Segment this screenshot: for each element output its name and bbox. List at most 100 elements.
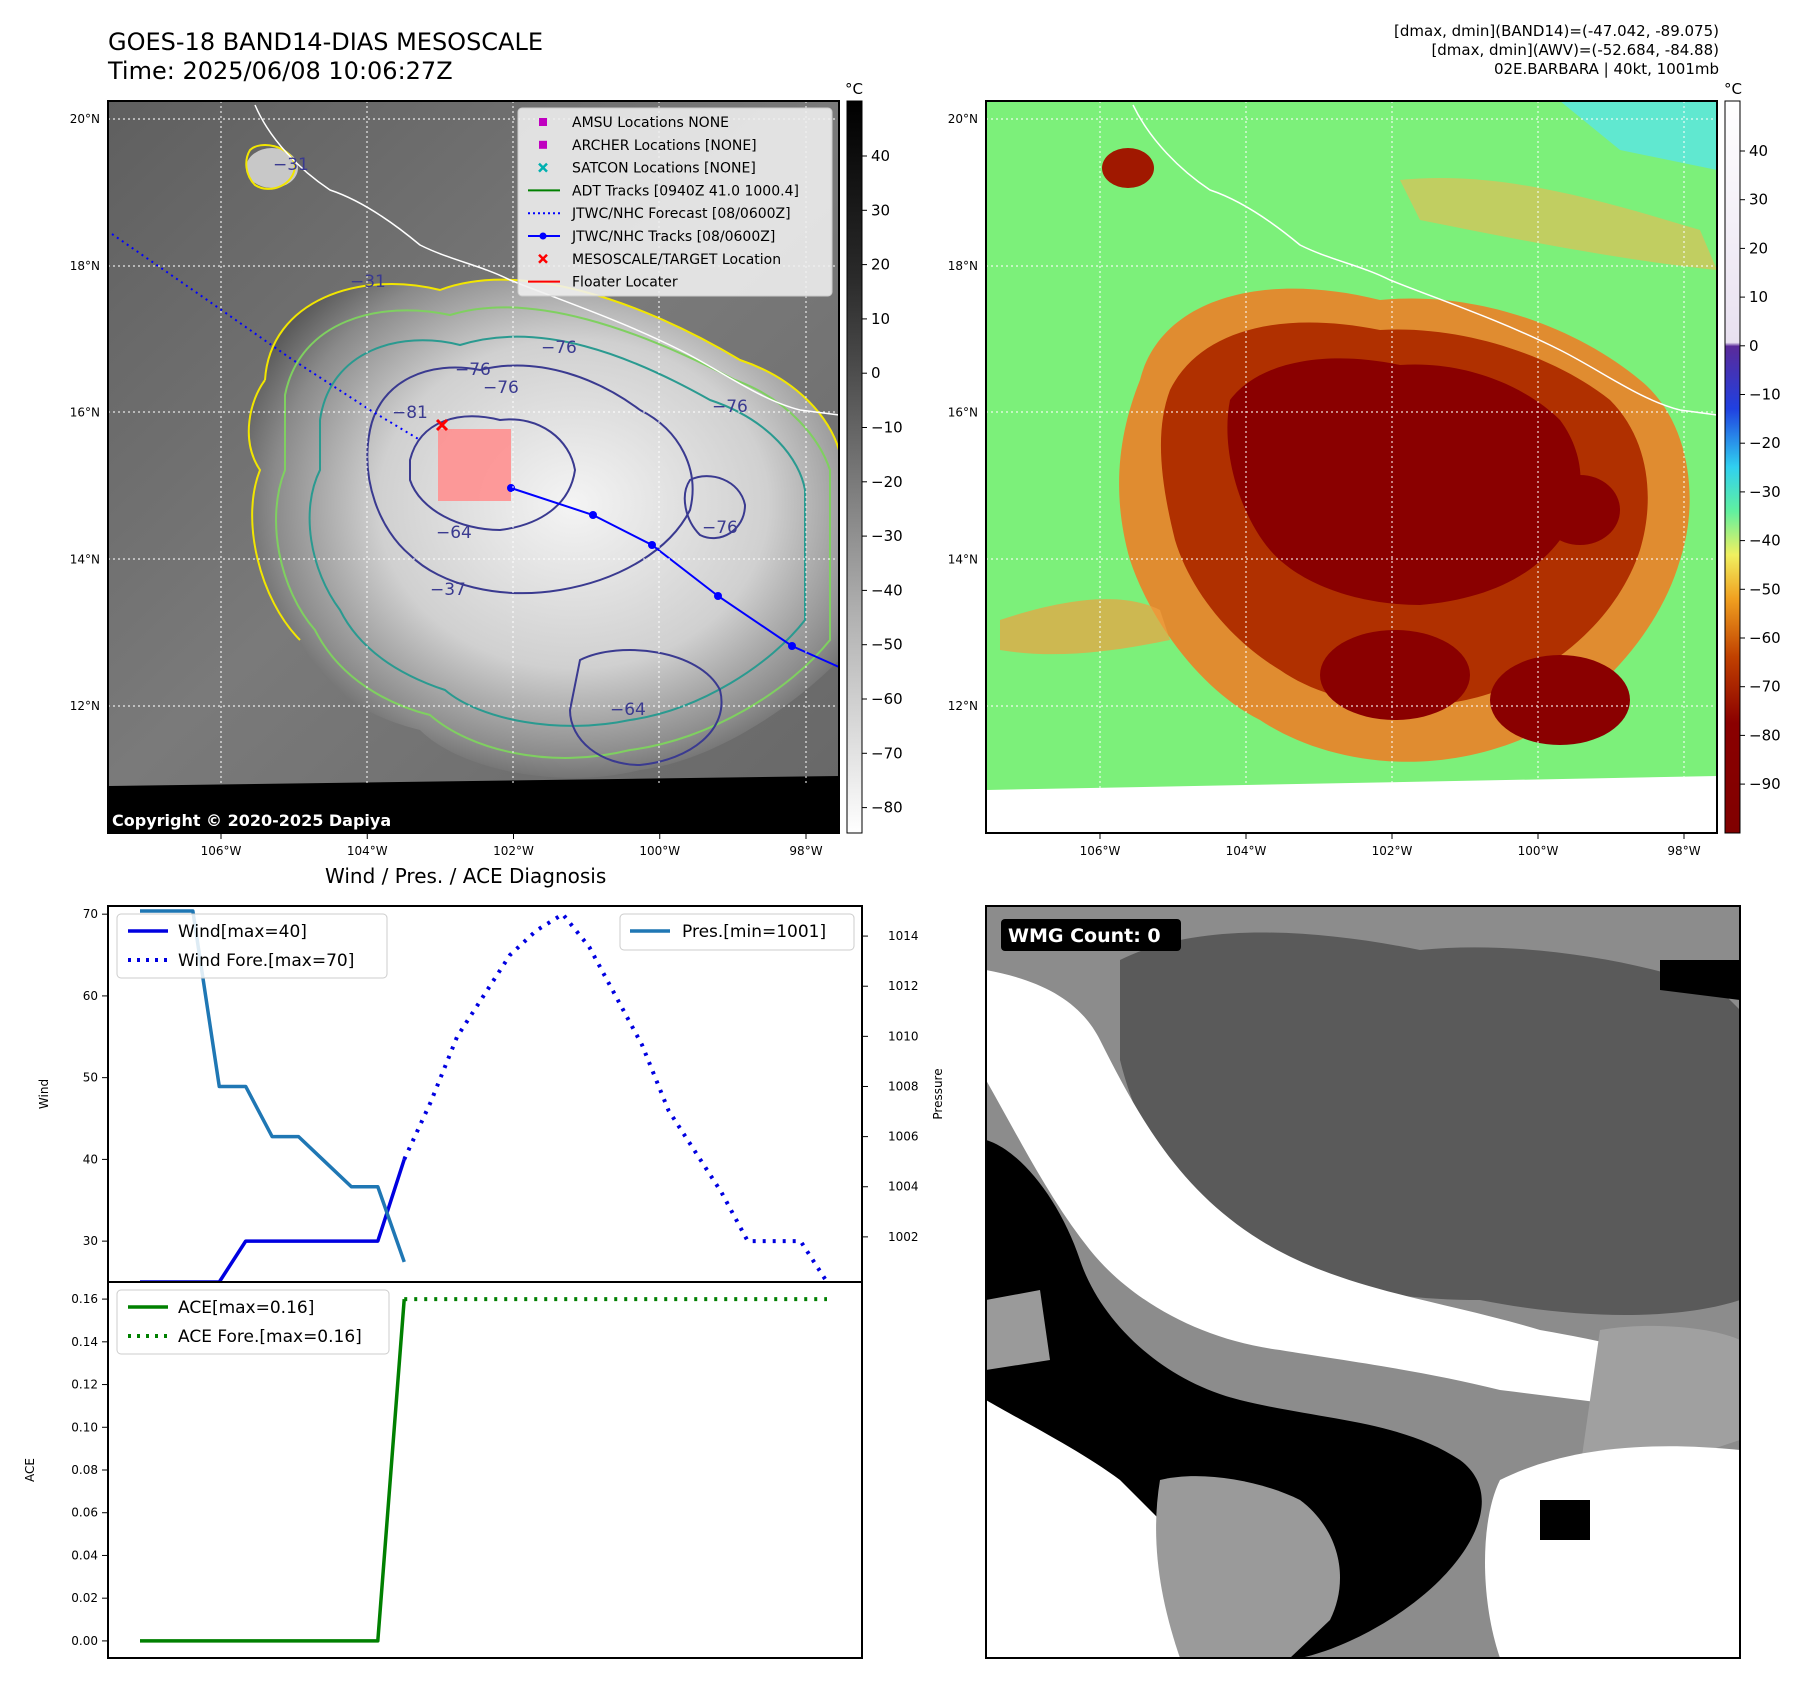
- wmg-dark-region: [1120, 932, 1740, 1315]
- contour-label: −37: [430, 580, 466, 600]
- wmg-border: [985, 905, 1741, 1659]
- title-line-1: GOES-18 BAND14-DIAS MESOSCALE: [108, 28, 544, 56]
- contour-labels: −76−76−81−76−76−64 −76−31−31−64−37: [273, 155, 748, 720]
- ir-cb-tick-label: 30: [871, 201, 890, 219]
- contour-label: −76: [541, 338, 577, 358]
- ir-legend-box: [517, 107, 833, 297]
- ir-legend-label: Floater Locater: [572, 275, 678, 291]
- ir-legend: AMSU Locations NONE ARCHER Locations [NON…: [517, 107, 833, 297]
- wmg-white-se: [1485, 1446, 1740, 1658]
- wmg-white-band: [986, 970, 1740, 1420]
- ir-cloud-north: [246, 148, 298, 188]
- awv-cyan-corner: [1560, 101, 1717, 170]
- ir-lon-tick-label: 100°W: [639, 844, 680, 858]
- ir-legend-item: JTWC/NHC Forecast [08/0600Z]: [528, 206, 791, 222]
- stats-block: [dmax, dmin](BAND14)=(-47.042, -89.075) …: [1394, 22, 1719, 79]
- contour-green: [275, 306, 831, 759]
- y-tick-label: 0.12: [71, 1378, 98, 1392]
- awv-colorbar-unit: °C: [1724, 80, 1742, 98]
- y-tick-label: 0.10: [71, 1420, 98, 1434]
- awv-cell-south: [1320, 630, 1470, 720]
- awv-storm-core: [1227, 358, 1581, 605]
- ir-legend-item: ADT Tracks [0940Z 41.0 1000.4]: [528, 183, 799, 199]
- ir-cb-tick-label: 10: [871, 310, 890, 328]
- y-tick-label: 0.16: [71, 1292, 98, 1306]
- figure-title: GOES-18 BAND14-DIAS MESOSCALE Time: 2025…: [108, 28, 543, 86]
- ir-lat-tick-label: 12°N: [70, 699, 100, 713]
- ir-legend-item: JTWC/NHC Tracks [08/0600Z]: [528, 229, 775, 245]
- wmg-gray-south: [1156, 1476, 1340, 1658]
- contour-navy: [366, 364, 694, 595]
- contour-navy-east: [683, 475, 747, 540]
- awv-lon-tick-label: 100°W: [1518, 844, 1559, 858]
- wmg-lightgray-east: [1580, 1325, 1740, 1473]
- ir-colorbar-unit: °C: [845, 80, 863, 98]
- awv-cb-tick-label: −50: [1749, 580, 1781, 598]
- series-line-2: [140, 909, 406, 1263]
- ir-lat-tick-label: 20°N: [70, 112, 100, 126]
- awv-map-border: [985, 100, 1718, 834]
- y-tick-label: 50: [83, 1071, 98, 1085]
- pressure-legend-box: [619, 913, 855, 951]
- wmg-panel: WMG Count: 0: [985, 905, 1741, 1659]
- legend-ace-fore-label: ACE Fore.[max=0.16]: [178, 1327, 362, 1347]
- awv-colorbar-gradient: [1724, 100, 1741, 834]
- y-tick-label: 0.02: [71, 1591, 98, 1605]
- copyright-text: Copyright © 2020-2025 Dapiya: [112, 811, 391, 830]
- awv-lat-tick-label: 12°N: [948, 699, 978, 713]
- track-points: [507, 484, 796, 650]
- legend-pres-label: Pres.[min=1001]: [682, 922, 826, 942]
- contour-label: −64: [610, 700, 646, 720]
- contour-label: −76: [712, 397, 748, 417]
- ir-colorbar-gradient: [846, 100, 863, 834]
- awv-cb-tick-label: −40: [1749, 532, 1781, 550]
- ir-cb-tick-label: −60: [871, 690, 903, 708]
- stats-line-1: [dmax, dmin](BAND14)=(-47.042, -89.075): [1394, 22, 1719, 40]
- awv-cell-east: [1540, 475, 1620, 545]
- awv-cb-tick-label: −80: [1749, 726, 1781, 744]
- wind-legend-box: [116, 913, 388, 979]
- ir-legend-label: JTWC/NHC Tracks [08/0600Z]: [571, 229, 775, 245]
- y2-tick-label: 1012: [888, 979, 919, 993]
- legend-wind-fore-label: Wind Fore.[max=70]: [178, 951, 354, 971]
- ir-legend-label: SATCON Locations [NONE]: [572, 161, 756, 177]
- ir-legend-label: ADT Tracks [0940Z 41.0 1000.4]: [572, 183, 799, 199]
- awv-cell-southeast: [1490, 655, 1630, 745]
- awv-lon-tick-label: 104°W: [1226, 844, 1267, 858]
- ir-map-border: [107, 100, 840, 834]
- ir-legend-label: JTWC/NHC Forecast [08/0600Z]: [571, 206, 791, 222]
- awv-band-north: [1400, 178, 1717, 270]
- wmg-black-ne: [1660, 960, 1740, 1000]
- ir-lon-tick-label: 104°W: [347, 844, 388, 858]
- legend-square-marker: [539, 118, 547, 126]
- awv-cb-tick-label: 10: [1749, 288, 1768, 306]
- ir-legend-item: Floater Locater: [528, 275, 678, 291]
- ir-map-panel: Copyright © 2020-2025 Dapiya −76−76−81−7…: [70, 100, 840, 858]
- wmg-count-box: [1001, 919, 1181, 951]
- awv-band-west: [1000, 599, 1170, 655]
- legend-track-dot: [539, 232, 547, 240]
- ir-lat-tick-label: 18°N: [70, 259, 100, 273]
- ir-lat-tick-label: 14°N: [70, 552, 100, 566]
- ir-cb-tick-label: −70: [871, 744, 903, 762]
- legend-x-marker: [538, 162, 548, 173]
- awv-cb-tick-label: 20: [1749, 239, 1768, 257]
- contour-label: −31: [273, 155, 309, 175]
- contour-label: −64: [436, 523, 472, 543]
- contour-navy-inner: [409, 415, 577, 532]
- wind-pressure-chart: Wind Pressure 30 40 50 60 70 1002 1004 1006 100…: [37, 905, 945, 1284]
- forecast-track: [111, 233, 421, 441]
- awv-lon-tick-label: 102°W: [1372, 844, 1413, 858]
- y2-tick-label: 1014: [888, 929, 919, 943]
- y2-tick-label: 1002: [888, 1230, 919, 1244]
- awv-cb-tick-label: −60: [1749, 629, 1781, 647]
- y-tick-label: 30: [83, 1234, 98, 1248]
- mesoscale-target-marker: [435, 418, 449, 432]
- awv-gridlines: [986, 101, 1717, 790]
- ace-legend-box: [116, 1289, 390, 1355]
- awv-coastline: [1132, 104, 1718, 416]
- ir-cb-tick-label: −50: [871, 636, 903, 654]
- ir-lon-tick-label: 98°W: [789, 844, 822, 858]
- y2-tick-label: 1006: [888, 1130, 919, 1144]
